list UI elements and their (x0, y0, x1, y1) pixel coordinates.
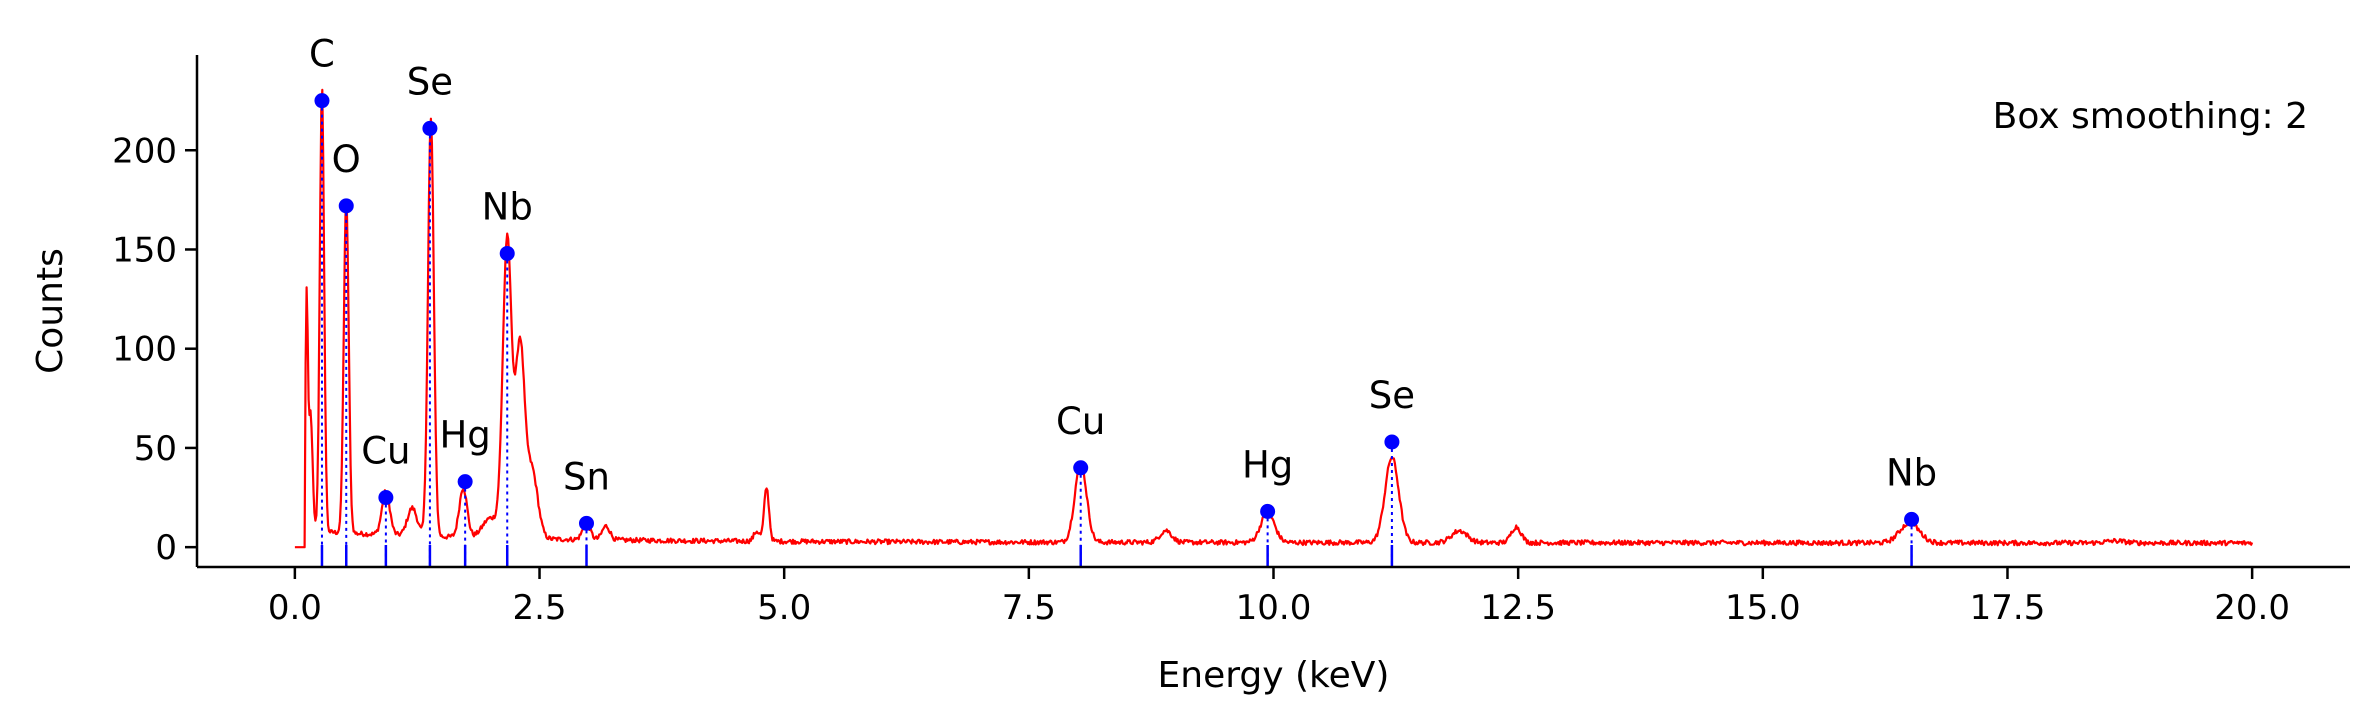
spectrum-line (294, 88, 2254, 549)
smoothing-annotation: Box smoothing: 2 (1993, 96, 2308, 137)
spectrum-layer (294, 88, 2254, 549)
y-tick-label: 50 (134, 429, 177, 469)
x-axis-title: Energy (keV) (1158, 655, 1390, 696)
x-tick-label: 20.0 (2214, 588, 2290, 628)
peak-marker (1904, 511, 1920, 527)
peak-label-nb: Nb (482, 185, 533, 228)
peak-label-cu: Cu (361, 430, 410, 473)
peak-marker (314, 93, 330, 109)
x-tick-label: 5.0 (757, 588, 811, 628)
y-tick-label: 150 (112, 230, 177, 270)
x-tick-label: 10.0 (1236, 588, 1312, 628)
peak-label-cu: Cu (1056, 400, 1105, 443)
peak-marker (578, 515, 594, 531)
y-tick-label: 0 (155, 528, 177, 568)
peak-label-nb: Nb (1886, 451, 1937, 494)
x-tick-label: 2.5 (512, 588, 566, 628)
peak-label-hg: Hg (1242, 443, 1293, 486)
peak-label-o: O (332, 138, 361, 181)
x-tick-label: 17.5 (1970, 588, 2046, 628)
y-tick-label: 200 (112, 131, 177, 171)
peak-marker (1260, 503, 1276, 519)
peak-label-se: Se (407, 60, 453, 103)
peak-marker (422, 120, 438, 136)
y-tick-label: 100 (112, 330, 177, 370)
peak-marker (1073, 460, 1089, 476)
peak-label-se: Se (1369, 374, 1415, 417)
y-tick-layer: 0 50 100 150 200 (112, 131, 197, 568)
x-tick-label: 15.0 (1725, 588, 1801, 628)
peak-marker (338, 198, 354, 214)
x-tick-layer: 0.0 2.5 5.0 7.5 10.0 12.5 15.0 17.5 20.0 (268, 567, 2290, 628)
y-axis-title: Counts (30, 248, 71, 374)
x-tick-label: 12.5 (1480, 588, 1556, 628)
x-tick-label: 7.5 (1002, 588, 1056, 628)
peak-label-sn: Sn (563, 455, 610, 498)
peak-marker (1384, 434, 1400, 450)
peak-label-c: C (309, 33, 335, 76)
peak-marker (499, 245, 515, 261)
peak-marker-layer: C O Cu Se Hg Nb Sn Cu Hg Se Nb (309, 33, 1937, 567)
peak-marker (378, 490, 394, 506)
peak-marker (457, 474, 473, 490)
peak-label-hg: Hg (439, 414, 490, 457)
x-tick-label: 0.0 (268, 588, 322, 628)
